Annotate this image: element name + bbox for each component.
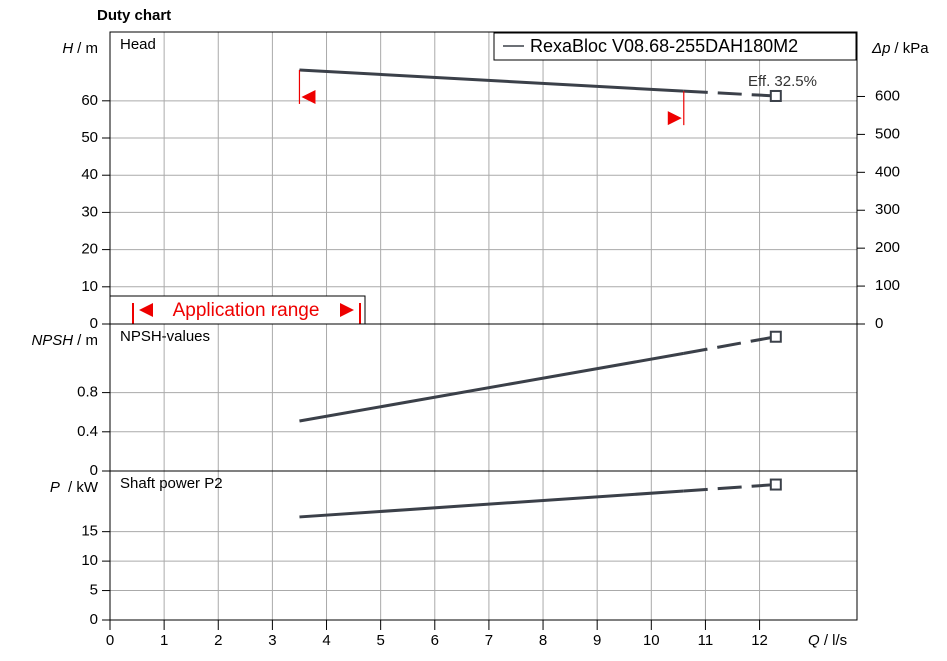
y-tick-label: 40 bbox=[81, 166, 98, 183]
y2-tick-label: 100 bbox=[875, 277, 900, 294]
y-tick-label: 50 bbox=[81, 129, 98, 146]
x-tick-label: 4 bbox=[322, 632, 330, 649]
duty-point bbox=[769, 330, 782, 343]
y-axis-symbol: H bbox=[62, 40, 73, 57]
chart-title: Duty chart bbox=[97, 7, 171, 24]
y2-axis-symbol: Δp bbox=[871, 40, 890, 57]
y-tick-label: 5 bbox=[90, 582, 98, 599]
x-tick-label: 11 bbox=[698, 632, 714, 649]
x-axis-unit: / l/s bbox=[824, 632, 847, 649]
duty-point bbox=[769, 478, 782, 491]
y-tick-label: 0 bbox=[90, 315, 98, 332]
curve-solid bbox=[299, 351, 685, 423]
y-tick-label: 0 bbox=[90, 611, 98, 628]
y-tick-label: 30 bbox=[81, 203, 98, 220]
y-axis-label: H / m bbox=[62, 40, 98, 57]
range-arrow bbox=[301, 89, 316, 104]
panel-frame bbox=[109, 323, 858, 472]
panel-label: NPSH-values bbox=[120, 328, 210, 345]
y2-tick-label: 400 bbox=[875, 163, 900, 180]
x-tick-label: 8 bbox=[539, 632, 547, 649]
y2-axis-unit: / kPa bbox=[894, 40, 929, 57]
duty-point bbox=[769, 89, 782, 102]
y-axis-label: P / kW bbox=[50, 479, 99, 496]
x-tick-label: 12 bbox=[751, 632, 768, 649]
range-label: Application range bbox=[173, 300, 320, 321]
legend-box bbox=[493, 32, 857, 61]
y-tick-label: 0 bbox=[90, 462, 98, 479]
y-axis-unit: / kW bbox=[64, 479, 99, 496]
y-tick-label: 60 bbox=[81, 92, 98, 109]
range-arrow bbox=[667, 111, 682, 126]
x-tick-label: 9 bbox=[593, 632, 601, 649]
x-tick-label: 2 bbox=[214, 632, 222, 649]
y2-tick-label: 300 bbox=[875, 201, 900, 218]
y-axis-symbol: P bbox=[50, 479, 60, 496]
y-axis-symbol: NPSH bbox=[31, 332, 73, 349]
curve-dashed bbox=[683, 483, 776, 493]
y-tick-label: 0.8 bbox=[77, 384, 98, 401]
x-tick-label: 6 bbox=[431, 632, 439, 649]
y-axis-unit: / m bbox=[77, 40, 98, 57]
y2-axis-label: Δp / kPa bbox=[871, 40, 929, 57]
x-axis-symbol: Q bbox=[808, 632, 820, 649]
x-axis-label: Q / l/s bbox=[808, 632, 847, 649]
panel-frame bbox=[109, 31, 858, 325]
y2-tick-label: 200 bbox=[875, 239, 900, 256]
y-tick-label: 0.4 bbox=[77, 423, 98, 440]
curve-solid bbox=[299, 489, 684, 519]
curve-solid bbox=[299, 68, 684, 93]
x-tick-label: 5 bbox=[376, 632, 384, 649]
x-tick-label: 0 bbox=[106, 632, 114, 649]
panel-label: Head bbox=[120, 36, 156, 53]
panel-frame bbox=[109, 470, 858, 621]
x-tick-label: 10 bbox=[643, 632, 660, 649]
range-arrow bbox=[139, 303, 153, 317]
x-tick-label: 3 bbox=[268, 632, 276, 649]
x-tick-label: 7 bbox=[485, 632, 493, 649]
y2-tick-label: 0 bbox=[875, 315, 883, 332]
annotation: Eff. 32.5% bbox=[748, 73, 817, 90]
y2-tick-label: 600 bbox=[875, 87, 900, 104]
y-tick-label: 15 bbox=[81, 523, 98, 540]
curve-dashed bbox=[683, 335, 777, 355]
y-axis-label: NPSH / m bbox=[31, 332, 98, 349]
y2-tick-label: 500 bbox=[875, 125, 900, 142]
y-tick-label: 20 bbox=[81, 241, 98, 258]
range-arrow bbox=[340, 303, 354, 317]
legend-label: RexaBloc V08.68-255DAH180M2 bbox=[530, 36, 798, 56]
y-tick-label: 10 bbox=[81, 552, 98, 569]
panel-label: Shaft power P2 bbox=[120, 475, 223, 492]
x-tick-label: 1 bbox=[160, 632, 168, 649]
curve-dashed bbox=[683, 89, 776, 98]
y-tick-label: 10 bbox=[81, 278, 98, 295]
y-axis-unit: / m bbox=[77, 332, 98, 349]
